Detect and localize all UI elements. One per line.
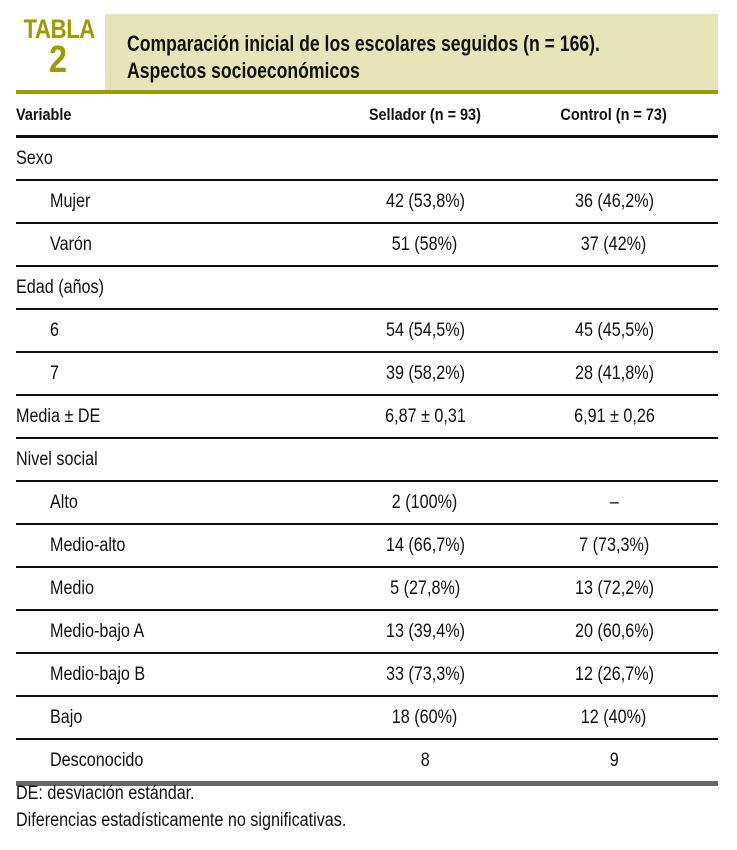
col-variable: Variable [16,104,72,124]
control-value: 28 (41,8%) [574,362,654,384]
row-label: Bajo [50,706,83,728]
footnotes: DE: desviación estándar. Diferencias est… [16,780,405,834]
sellador-value: 33 (73,3%) [385,663,465,685]
table-row: Medio-bajo A 13 (39,4%) 20 (60,6%) [16,610,718,653]
control-value: 7 (73,3%) [578,534,650,556]
sellador-value: 42 (53,8%) [385,190,465,212]
tag-label: TABLA [23,14,96,44]
table-title: Comparación inicial de los escolares seg… [127,30,727,84]
control-value: 20 (60,6%) [574,620,654,642]
row-label: Varón [50,233,92,255]
row-label: Mujer [50,190,91,212]
table-row: Alto 2 (100%) – [16,481,718,524]
sellador-value [340,137,510,181]
sellador-value: 14 (66,7%) [385,534,465,556]
sellador-value: 5 (27,8%) [389,577,461,599]
control-value: 13 (72,2%) [574,577,654,599]
sellador-value: 6,87 ± 0,31 [384,405,466,427]
control-value: 9 [609,749,619,771]
table-row: Medio 5 (27,8%) 13 (72,2%) [16,567,718,610]
table-row: Bajo 18 (60%) 12 (40%) [16,696,718,739]
control-value [510,137,718,181]
sellador-value: 8 [420,749,430,771]
control-value: – [609,491,619,513]
row-label: Edad (años) [16,276,104,298]
footnote: Diferencias estadísticamente no signific… [16,810,347,831]
row-label: Alto [50,491,78,513]
table-row: Media ± DE 6,87 ± 0,31 6,91 ± 0,26 [16,395,718,438]
title-line-1: Comparación inicial de los escolares seg… [127,31,600,56]
control-value: 12 (26,7%) [574,663,654,685]
control-value: 37 (42%) [581,233,647,255]
control-value: 36 (46,2%) [574,190,654,212]
row-label: Nivel social [16,448,98,470]
table-tag: TABLA 2 [16,14,100,81]
control-value [510,438,718,481]
row-label: Media ± DE [16,405,101,427]
row-label: 6 [50,319,59,341]
title-divider [16,90,718,94]
control-value [510,266,718,309]
row-label: 7 [50,362,59,384]
sellador-value [340,438,510,481]
table-row: 7 39 (58,2%) 28 (41,8%) [16,352,718,395]
sellador-value: 51 (58%) [392,233,458,255]
sellador-value [340,266,510,309]
sellador-value: 2 (100%) [392,491,458,513]
table-row: Nivel social [16,438,718,481]
sellador-value: 39 (58,2%) [385,362,465,384]
col-control: Control (n = 73) [560,104,668,124]
row-label: Sexo [16,147,53,169]
row-label: Desconocido [50,749,144,771]
col-sellador: Sellador (n = 93) [368,104,482,124]
table-row: Varón 51 (58%) 37 (42%) [16,223,718,266]
footnote: DE: desviación estándar. [16,783,195,804]
table-row: Medio-bajo B 33 (73,3%) 12 (26,7%) [16,653,718,696]
table-row: Edad (años) [16,266,718,309]
control-value: 12 (40%) [581,706,647,728]
tag-number: 2 [49,39,67,81]
sellador-value: 18 (60%) [392,706,458,728]
row-label: Medio-bajo A [50,620,145,642]
control-value: 45 (45,5%) [574,319,654,341]
table-row: Sexo [16,137,718,181]
title-line-2: Aspectos socioeconómicos [127,58,360,83]
sellador-value: 54 (54,5%) [385,319,465,341]
data-table: Variable Sellador (n = 93) Control (n = … [16,94,718,786]
row-label: Medio-bajo B [50,663,146,685]
sellador-value: 13 (39,4%) [385,620,465,642]
table-row: Desconocido 8 9 [16,739,718,784]
row-label: Medio [50,577,94,599]
control-value: 6,91 ± 0,26 [573,405,655,427]
table-row: 6 54 (54,5%) 45 (45,5%) [16,309,718,352]
title-band [105,14,718,90]
table-row: Mujer 42 (53,8%) 36 (46,2%) [16,180,718,223]
row-label: Medio-alto [50,534,126,556]
header-row: Variable Sellador (n = 93) Control (n = … [16,94,718,137]
table-row: Medio-alto 14 (66,7%) 7 (73,3%) [16,524,718,567]
